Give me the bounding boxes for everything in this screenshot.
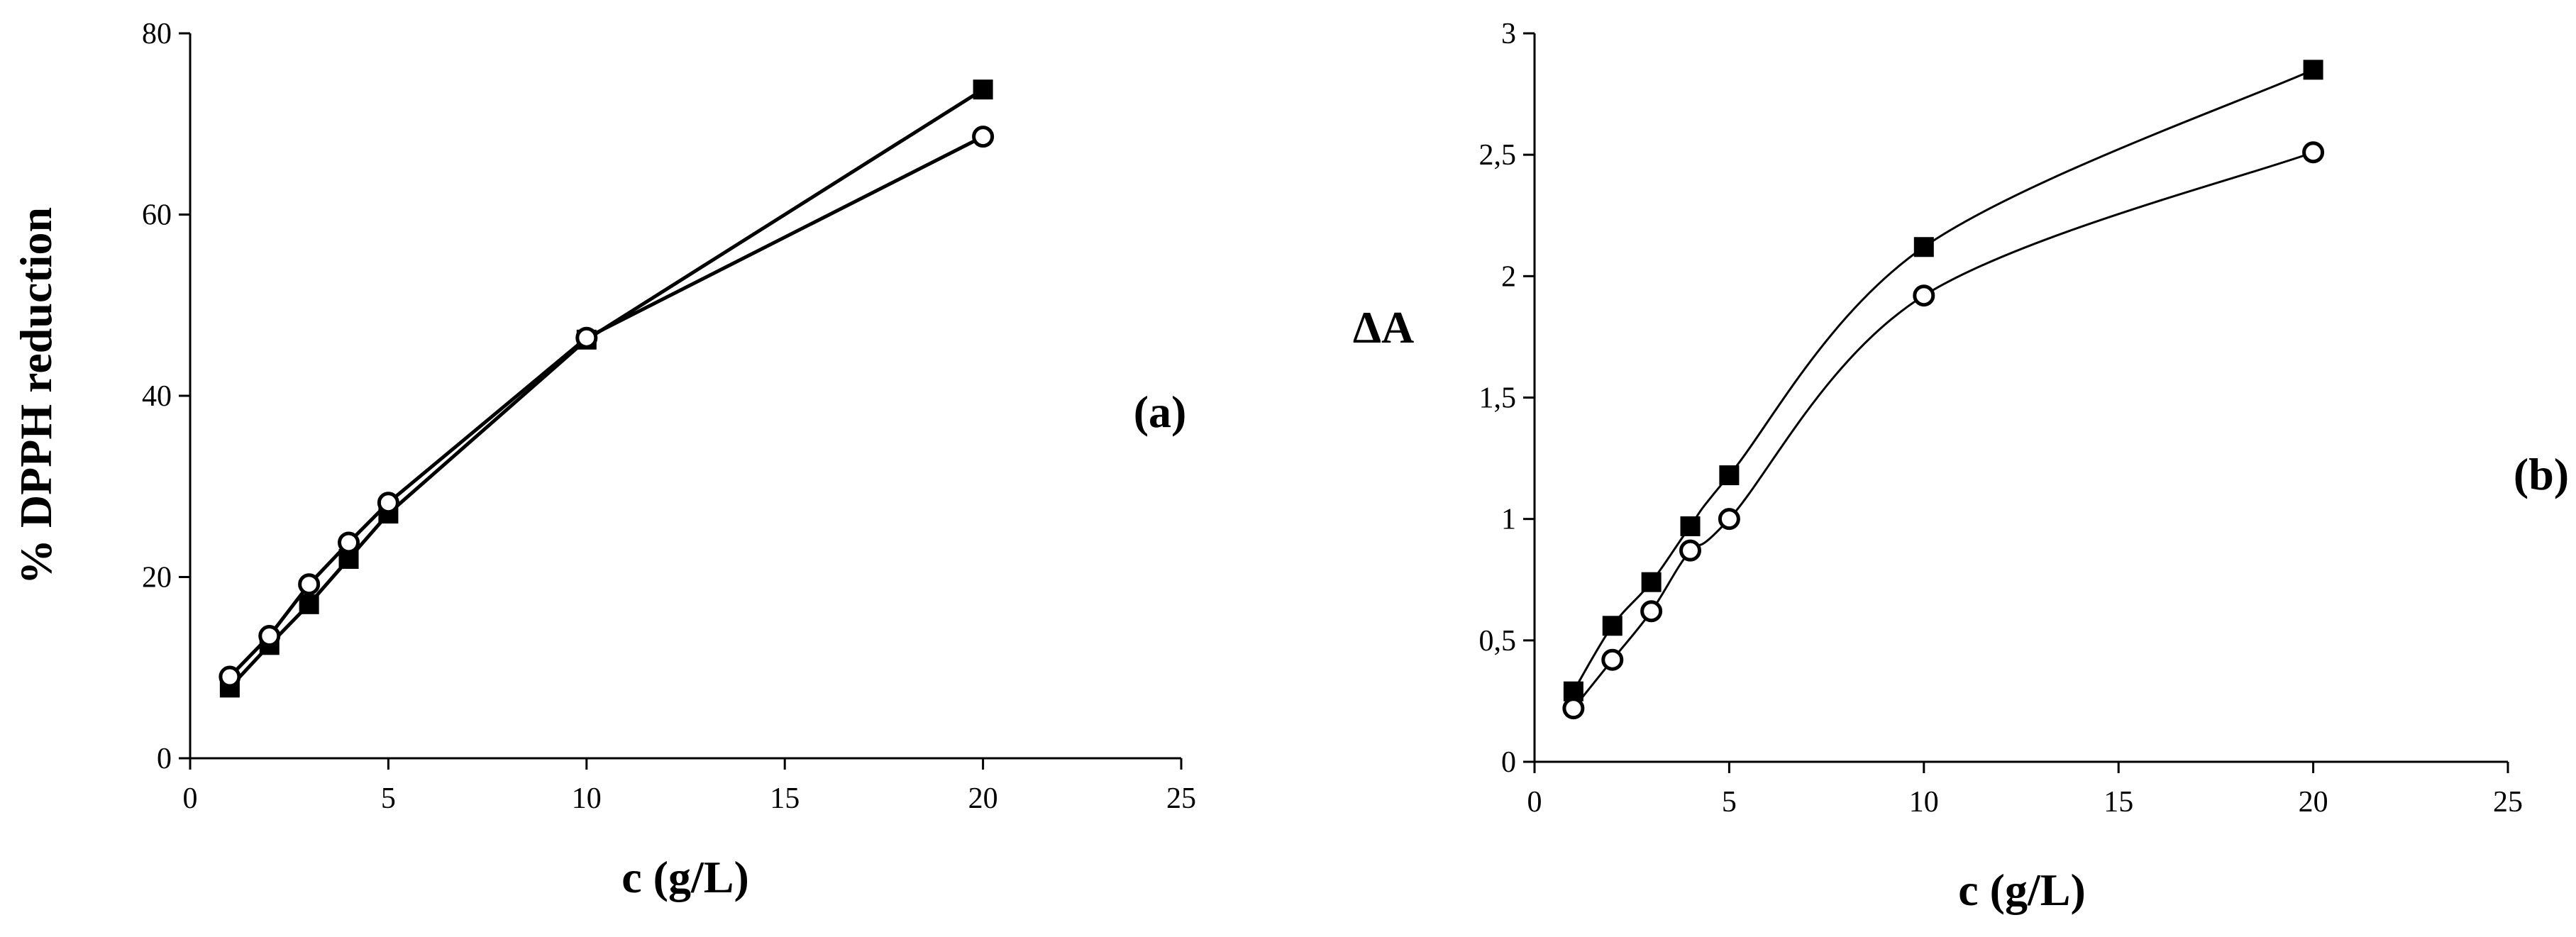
panel-b-y-tick-label: 3	[1501, 18, 1516, 50]
panel-a-x-tick-label: 20	[968, 782, 998, 815]
panel-a-x-tick-label: 0	[183, 782, 198, 815]
panel-a-x-tick-label: 15	[770, 782, 800, 815]
panel-a-x-tick-label: 10	[572, 782, 602, 815]
panel-a-y-tick-label: 0	[157, 743, 172, 775]
panel-a-x-axis-label: c (g/L)	[621, 852, 749, 902]
panel-b-series-2-circle-marker	[1562, 697, 1585, 720]
panel-b-series-1-square-marker	[2303, 60, 2323, 80]
panel-b-series-2-circle-marker	[1640, 600, 1663, 623]
panel-b-series-1-square-marker	[1602, 616, 1623, 636]
panel-b-series-1-square-marker	[1680, 516, 1701, 536]
panel-a-series-1-square-marker	[299, 594, 319, 614]
panel-b-series-1-square-marker	[1641, 572, 1662, 592]
panel-a-series-2-circle-marker	[219, 665, 241, 688]
panel-b-label: (b)	[2514, 449, 2569, 499]
panel-a-series-1-line	[228, 88, 984, 689]
panel-b-y-tick-label: 1	[1501, 504, 1516, 536]
panel-b-x-tick-label: 20	[2299, 786, 2328, 819]
panel-a-series-2-circle-marker	[972, 126, 995, 148]
panel-a-chart: 0 20 40 60 80 0 5 10 15 20 25 c (g/L) % DPPH reduc…	[11, 18, 1196, 902]
panel-b-series-2-circle-marker	[2302, 141, 2325, 164]
panel-b-y-tick-label: 0	[1501, 746, 1516, 779]
panel-b-y-tick-label: 0,5	[1479, 625, 1517, 658]
panel-b-y-axis-label: ΔA	[1353, 302, 1414, 353]
panel-a-y-tick-label: 80	[142, 18, 172, 50]
panel-b-series-2-circle-marker	[1679, 539, 1702, 562]
panel-b-series-2-line	[1572, 151, 2314, 709]
panel-a-series-1-square-marker	[973, 79, 993, 100]
panel-b-y-tick-label: 2	[1501, 260, 1516, 293]
panel-b-x-tick-label: 25	[2493, 786, 2523, 819]
panel-b-series-2-circle-marker	[1718, 508, 1740, 531]
panel-b-y-tick-label: 2,5	[1479, 139, 1517, 172]
panel-a-series-2-line	[228, 135, 984, 678]
panel-a-x-tick-label: 25	[1166, 782, 1196, 815]
panel-a-series-2-circle-marker	[338, 531, 360, 554]
panel-b-chart: 0 0,5 1 1,5 2 2,5 3 0 5 10 15 20 25 c (g/L) ΔA (b)	[1353, 18, 2569, 915]
panel-a-series-2-circle-marker	[258, 625, 281, 648]
panel-a-y-tick-label: 60	[142, 199, 172, 232]
panel-a-series-2-circle-marker	[377, 492, 399, 514]
panel-b-series-1-square-marker	[1913, 237, 1934, 257]
panel-b-series-2-circle-marker	[1601, 648, 1624, 671]
panel-a-y-tick-label: 20	[142, 562, 172, 594]
panel-b-x-axis-label: c (g/L)	[1958, 865, 2086, 915]
panel-b-series-1-line	[1572, 68, 2314, 692]
panel-b-x-tick-label: 0	[1527, 786, 1542, 819]
panel-b-series-2-circle-marker	[1913, 284, 1935, 307]
panel-a-series-2-circle-marker	[298, 573, 321, 596]
panel-a-y-tick-label: 40	[142, 380, 172, 413]
panel-a-x-tick-label: 5	[381, 782, 396, 815]
panel-b-y-tick-label: 1,5	[1479, 382, 1517, 415]
panel-a-y-axis-label: % DPPH reduction	[11, 207, 61, 584]
panel-b-x-tick-label: 15	[2104, 786, 2133, 819]
panel-b-x-tick-label: 5	[1722, 786, 1737, 819]
panel-a-series-2-circle-marker	[575, 326, 598, 349]
panel-b-x-tick-label: 10	[1909, 786, 1939, 819]
panel-a-label: (a)	[1134, 387, 1187, 437]
panel-b-series-1-square-marker	[1719, 465, 1740, 486]
